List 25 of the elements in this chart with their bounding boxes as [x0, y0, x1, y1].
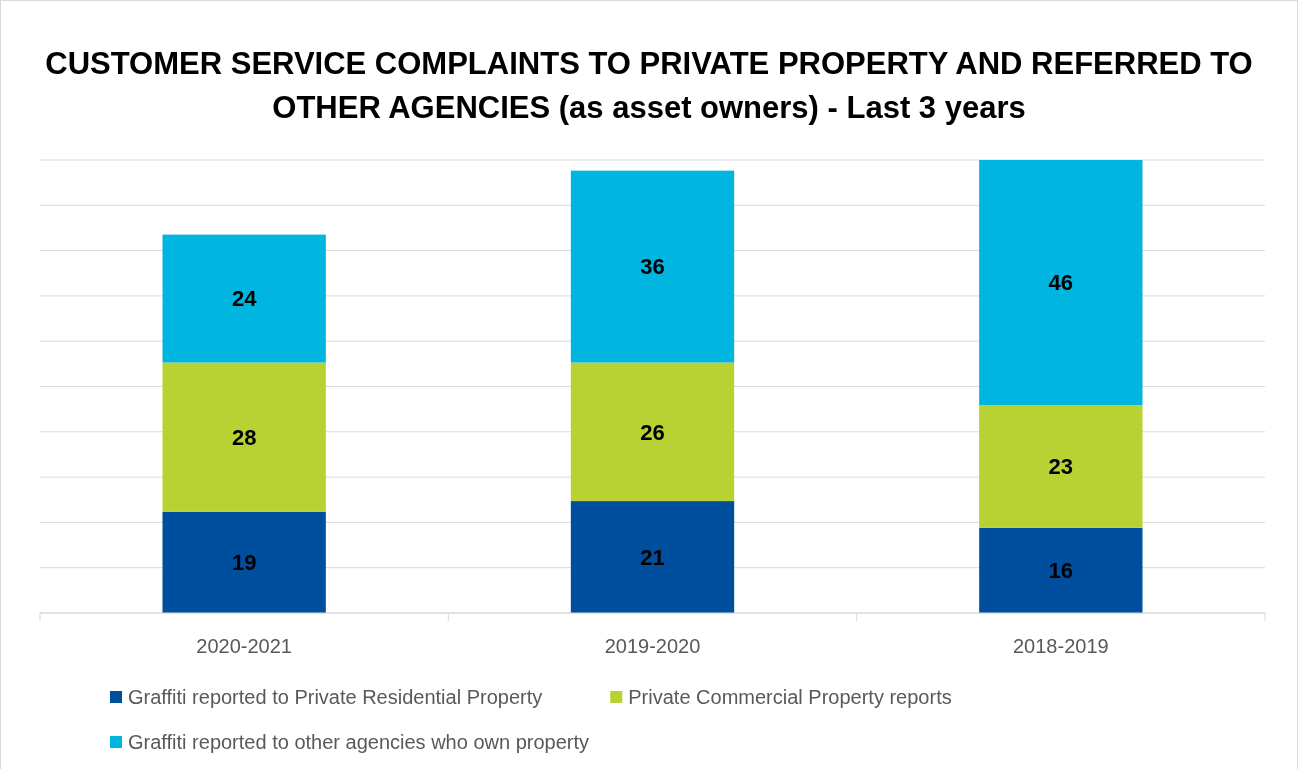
data-label: 26: [640, 419, 665, 445]
bar: [979, 527, 1143, 613]
bar: [162, 362, 326, 512]
x-tick-label: 2019-2020: [604, 635, 701, 657]
bar: [570, 362, 735, 502]
bar: [162, 511, 326, 613]
data-label: 19: [231, 550, 257, 576]
data-label: 36: [640, 254, 665, 280]
bar: [570, 501, 735, 613]
bar: [979, 160, 1143, 406]
legend-label: Graffiti reported to Private Residential Property: [128, 686, 543, 708]
legend-label: Graffiti reported to other agencies who own property: [128, 731, 589, 753]
data-label: 23: [1048, 454, 1074, 480]
bar: [570, 170, 735, 363]
bar: [162, 234, 326, 363]
data-label: 46: [1048, 270, 1074, 296]
x-tick-label: 2018-2019: [1013, 635, 1109, 657]
bar: [979, 405, 1143, 528]
data-label: 21: [640, 544, 665, 570]
chart-title: CUSTOMER SERVICE COMPLAINTS TO PRIVATE PROPERTY AND REFERRED TO OTHER AGENCIES (as asset owners) - Last 3 years: [45, 45, 1253, 125]
data-label: 24: [231, 286, 258, 312]
legend-label: Private Commercial Property reports: [628, 686, 952, 708]
x-tick-label: 2020-2021: [196, 635, 292, 657]
data-label: 28: [231, 424, 257, 450]
data-label: 16: [1048, 558, 1074, 584]
